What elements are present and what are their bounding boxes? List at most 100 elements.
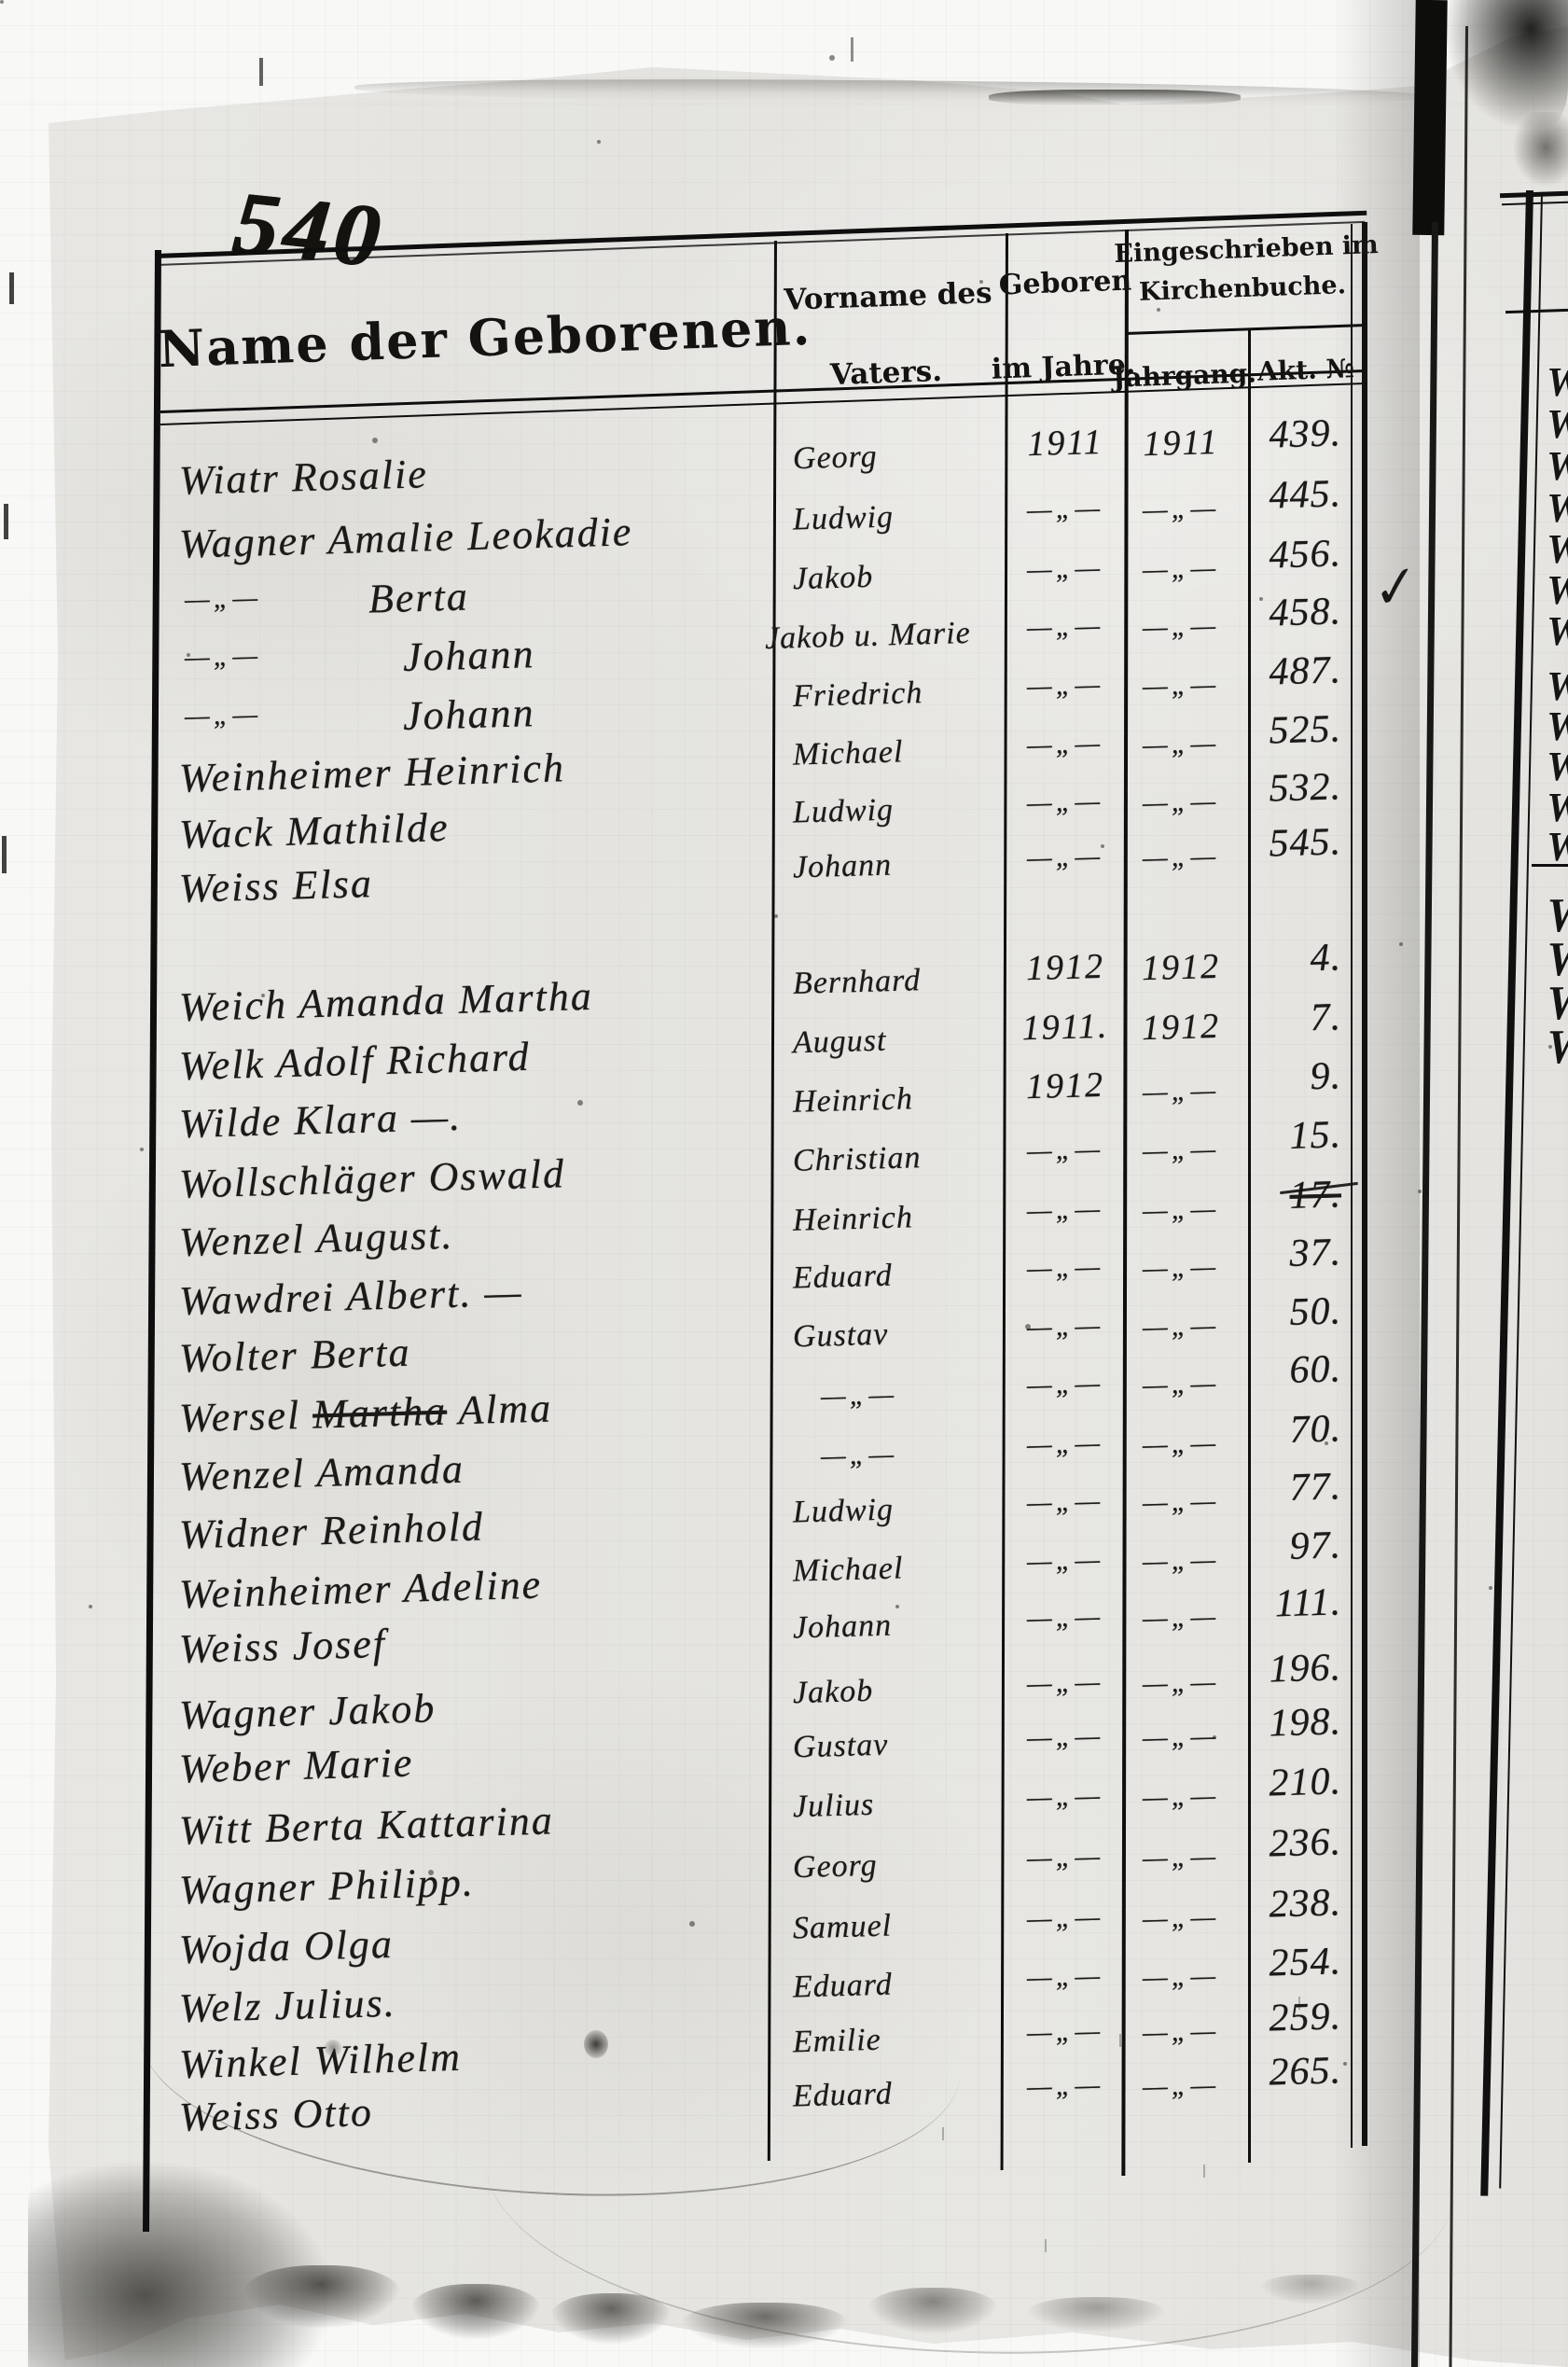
- ink-blob: [584, 2030, 608, 2058]
- row-akt-number: 254.: [1268, 1940, 1342, 1985]
- row-akt-number: 525.: [1268, 707, 1342, 753]
- row-akt-number: 196.: [1268, 1646, 1342, 1692]
- row-akt-number: 15.: [1288, 1113, 1342, 1158]
- adjacent-page-partial-letter: W: [1547, 1023, 1568, 1072]
- margin-mark: [9, 272, 14, 304]
- margin-mark: [4, 504, 8, 539]
- scan-artifact: [942, 2127, 944, 2140]
- margin-mark: [2, 836, 7, 873]
- row-akt-number: 445.: [1268, 472, 1342, 518]
- adjacent-page-partial-letter: W: [1547, 611, 1568, 652]
- row-name: Witt Berta Kattarina: [178, 1797, 555, 1854]
- row-name: Wagner Philipp.: [178, 1859, 476, 1914]
- row-born-year: —„—: [1026, 1600, 1104, 1635]
- adjacent-page-partial-letter: W: [1547, 936, 1568, 984]
- adjacent-page-partial-letter: W: [1547, 706, 1568, 747]
- row-father: Johann: [792, 847, 893, 885]
- row-name: Wiatr Rosalie: [178, 451, 429, 504]
- row-name-ditto: —„—: [184, 581, 262, 616]
- row-born-year: —„—: [1026, 785, 1104, 819]
- row-father-ditto: —„—: [820, 1378, 898, 1413]
- row-father-ditto: —„—: [820, 1438, 898, 1472]
- adjacent-page-partial-letter: W: [1547, 787, 1568, 828]
- adjacent-table-top-border: [1499, 190, 1568, 199]
- bottom-torn-residue: [1259, 2275, 1362, 2304]
- row-born-year: —„—: [1026, 609, 1104, 644]
- row-father: Eduard: [792, 1967, 894, 2005]
- row-father: Jakob u. Marie: [764, 615, 972, 657]
- row-akt-number: 545.: [1268, 820, 1342, 866]
- row-father: Johann: [792, 1608, 893, 1646]
- row-born-year: —„—: [1026, 727, 1104, 761]
- row-born-year: —„—: [1026, 1250, 1104, 1285]
- row-akt-number: 236.: [1268, 1820, 1342, 1866]
- column-header-father-line2: Vaters.: [829, 354, 943, 393]
- adjacent-section-line: [1532, 864, 1568, 867]
- row-father: Ludwig: [792, 1492, 895, 1530]
- row-name: Weinheimer Heinrich: [178, 745, 566, 801]
- adjacent-page-partial-letter: W: [1547, 488, 1568, 529]
- row-name-pre: Wersel: [178, 1391, 313, 1441]
- row-father: Heinrich: [792, 1081, 914, 1120]
- row-father: Michael: [792, 734, 904, 773]
- row-born-year: —„—: [1026, 1840, 1104, 1874]
- row-akt-number: 439.: [1268, 411, 1342, 457]
- row-born-year: —„—: [1026, 551, 1104, 586]
- row-born-year: —„—: [1026, 492, 1104, 526]
- table-right-border: [1362, 222, 1367, 2146]
- bottom-torn-residue: [1026, 2297, 1166, 2332]
- row-name: Wenzel August.: [178, 1211, 455, 1266]
- row-born-year: —„—: [1026, 1665, 1104, 1700]
- row-born-year: —„—: [1026, 1192, 1104, 1227]
- row-akt-number: 111.: [1274, 1580, 1342, 1626]
- margin-mark: [851, 37, 853, 62]
- row-akt-number: 198.: [1268, 1700, 1342, 1746]
- adjacent-table-top-border-inner: [1501, 201, 1568, 206]
- row-akt-number: 7.: [1309, 996, 1342, 1040]
- row-father: Gustav: [792, 1727, 889, 1765]
- row-akt-number: 456.: [1268, 532, 1342, 578]
- scan-artifact: [1119, 2034, 1121, 2047]
- row-father: Jakob: [792, 1673, 874, 1711]
- row-father: Ludwig: [792, 499, 895, 537]
- row-akt-number: 259.: [1268, 1995, 1342, 2040]
- row-born-year: —„—: [1026, 1959, 1104, 1994]
- scan-artifact: [1045, 2239, 1047, 2252]
- row-born-year: —„—: [1026, 1309, 1104, 1344]
- adjacent-page-partial-letter: W: [1547, 827, 1568, 868]
- row-name: Welz Julius.: [178, 1979, 397, 2032]
- row-name: Wack Mathilde: [178, 803, 451, 858]
- scan-artifact: [1298, 1997, 1300, 2010]
- row-born-year: —„—: [1026, 1427, 1104, 1461]
- row-name: Welk Adolf Richard: [178, 1033, 532, 1090]
- row-name: Weinheimer Adeline: [178, 1561, 543, 1618]
- row-father: Samuel: [792, 1908, 893, 1946]
- row-name: Weber Marie: [178, 1739, 414, 1792]
- row-father: Heinrich: [792, 1200, 914, 1238]
- row-akt-number: 210.: [1268, 1760, 1342, 1805]
- adjacent-page-partial-letter: W: [1547, 404, 1568, 445]
- row-akt-number: 265.: [1268, 2049, 1342, 2095]
- row-akt-number: 487.: [1268, 648, 1342, 694]
- ink-blob: [325, 2040, 341, 2056]
- row-given-name: Johann: [402, 689, 536, 739]
- column-header-born-line1: Geboren: [998, 264, 1132, 302]
- row-father: Bernhard: [792, 963, 922, 1001]
- row-born-year: —„—: [1026, 840, 1104, 874]
- row-name: Wolter Berta: [178, 1329, 412, 1382]
- row-name: Wollschläger Oswald: [178, 1150, 566, 1207]
- row-father: Ludwig: [792, 792, 895, 830]
- row-akt-number: 9.: [1309, 1054, 1342, 1099]
- row-born-year: —„—: [1026, 1901, 1104, 1935]
- margin-mark: [259, 58, 263, 86]
- adjacent-page-partial-letter: W: [1547, 362, 1568, 403]
- adjacent-page-sliver: WWWWWWWWWWWWWWWW: [1474, 19, 1568, 2367]
- row-name: Wilde Klara —.: [178, 1093, 463, 1148]
- bottom-torn-residue: [550, 2293, 672, 2345]
- row-name-struck: Martha: [312, 1387, 448, 1438]
- bottom-torn-residue: [243, 2265, 401, 2329]
- row-name: Wawdrei Albert. —: [178, 1268, 524, 1325]
- row-name: Winkel Wilhelm: [178, 2033, 463, 2088]
